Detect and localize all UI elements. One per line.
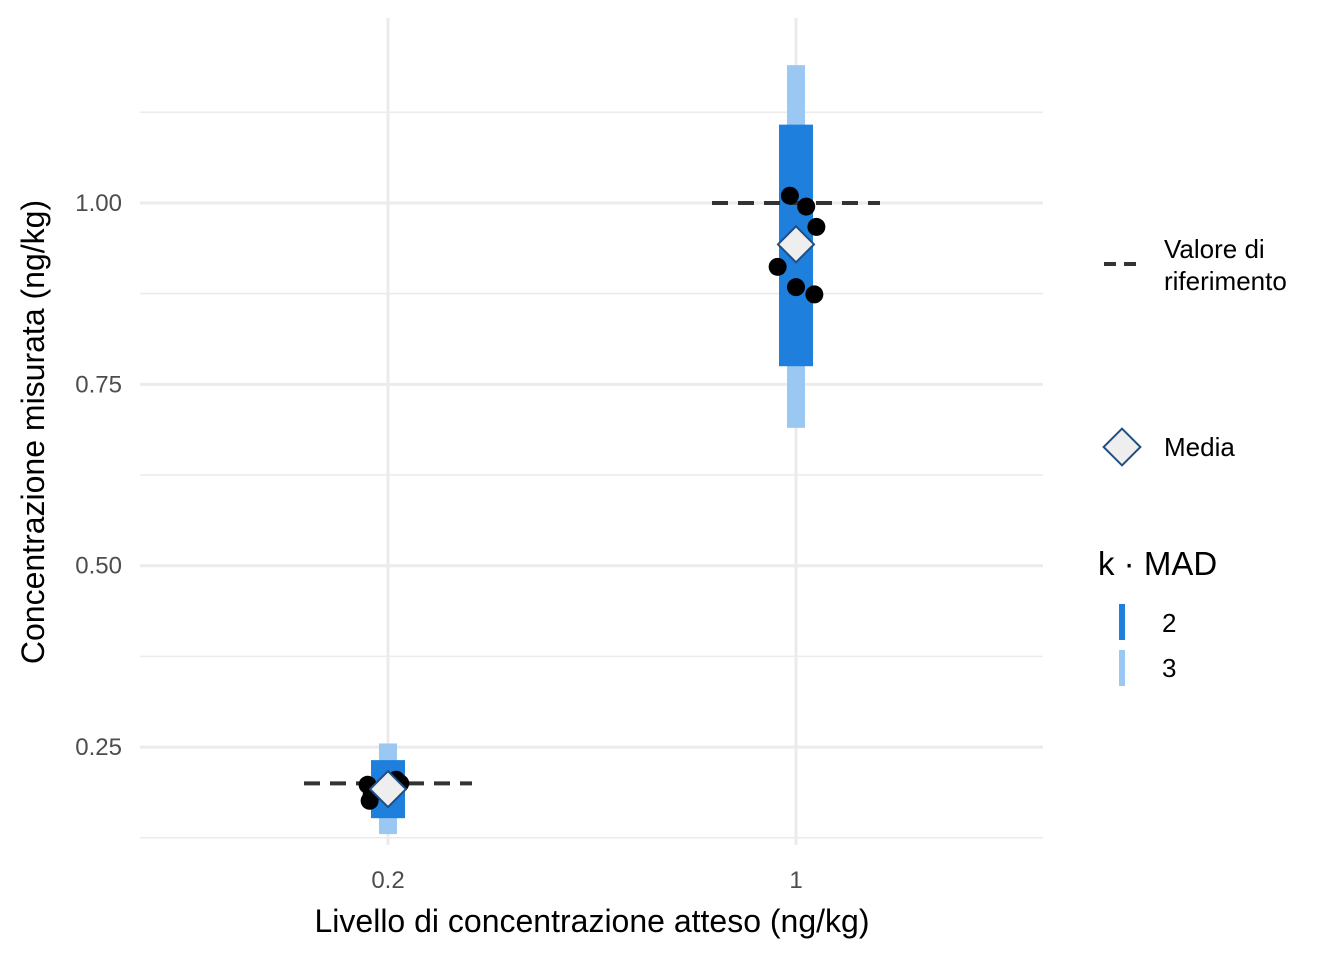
y-tick-label: 0.25: [75, 734, 122, 761]
data-point: [797, 197, 816, 216]
x-tick-label: 1: [789, 867, 802, 894]
x-tick-labels: 0.2 1: [371, 867, 802, 894]
data-point: [768, 257, 787, 276]
legend-reference-label-line2: riferimento: [1164, 266, 1287, 296]
y-tick-label: 1.00: [75, 190, 122, 217]
legend: Valore di riferimento Media k · MAD 2 3: [1098, 234, 1287, 686]
y-tick-label: 0.50: [75, 553, 122, 580]
legend-k3-key: [1119, 650, 1125, 686]
y-tick-label: 0.75: [75, 371, 122, 398]
x-axis-title: Livello di concentrazione atteso (ng/kg): [315, 903, 870, 939]
mean-diamond: [368, 769, 408, 809]
mean-markers: [368, 224, 816, 809]
data-point: [805, 285, 824, 304]
data-point: [780, 186, 799, 205]
mean-diamond: [776, 224, 816, 264]
legend-k2-key: [1119, 604, 1125, 640]
y-axis-title: Concentrazione misurata (ng/kg): [15, 200, 51, 664]
legend-k3-label: 3: [1162, 653, 1176, 683]
y-tick-labels: 0.25 0.50 0.75 1.00: [75, 190, 122, 761]
legend-mad-title: k · MAD: [1098, 545, 1217, 582]
legend-mean-diamond-key: [1102, 427, 1142, 467]
legend-k2-label: 2: [1162, 608, 1176, 638]
legend-reference-label-line1: Valore di: [1164, 234, 1265, 264]
x-tick-label: 0.2: [371, 867, 404, 894]
legend-mean-label: Media: [1164, 432, 1235, 462]
data-point: [787, 278, 805, 297]
data-point: [807, 217, 826, 236]
minor-gridlines: [140, 111, 1043, 839]
